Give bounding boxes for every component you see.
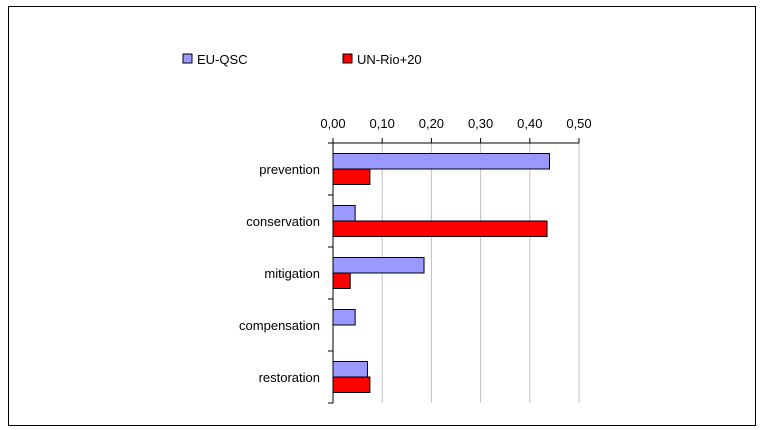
category-label: conservation — [246, 214, 320, 229]
bar-eu-qsc-prevention — [332, 153, 550, 170]
bars — [332, 153, 550, 393]
legend-swatch-eu-qsc — [182, 53, 193, 64]
legend-swatch-un-rio20 — [342, 53, 353, 64]
gridlines — [381, 143, 580, 403]
category-label: restoration — [259, 370, 320, 385]
bar-un-rio-20-mitigation — [332, 272, 351, 289]
bar-eu-qsc-compensation — [332, 309, 356, 326]
legend: EU-QSC UN-Rio+20 — [182, 52, 422, 67]
bar-eu-qsc-mitigation — [332, 257, 425, 274]
bar-un-rio-20-conservation — [332, 220, 548, 237]
tick-labels: 0,00 0,10 0,20 0,30 0,40 0,50 prevention conser… — [239, 116, 592, 385]
x-tick-label: 0,00 — [320, 116, 345, 131]
legend-label-eu-qsc: EU-QSC — [197, 52, 248, 67]
bar-un-rio-20-restoration — [332, 376, 371, 393]
category-label: compensation — [239, 318, 320, 333]
x-tick-label: 0,30 — [468, 116, 493, 131]
x-tick-label: 0,50 — [566, 116, 591, 131]
bar-eu-qsc-restoration — [332, 361, 368, 378]
x-tick-label: 0,10 — [370, 116, 395, 131]
x-tick-label: 0,40 — [517, 116, 542, 131]
bar-eu-qsc-conservation — [332, 205, 356, 222]
legend-label-un-rio20: UN-Rio+20 — [357, 52, 422, 67]
category-label: prevention — [259, 162, 320, 177]
bar-un-rio-20-prevention — [332, 168, 371, 185]
x-tick-label: 0,20 — [419, 116, 444, 131]
category-label: mitigation — [264, 266, 320, 281]
